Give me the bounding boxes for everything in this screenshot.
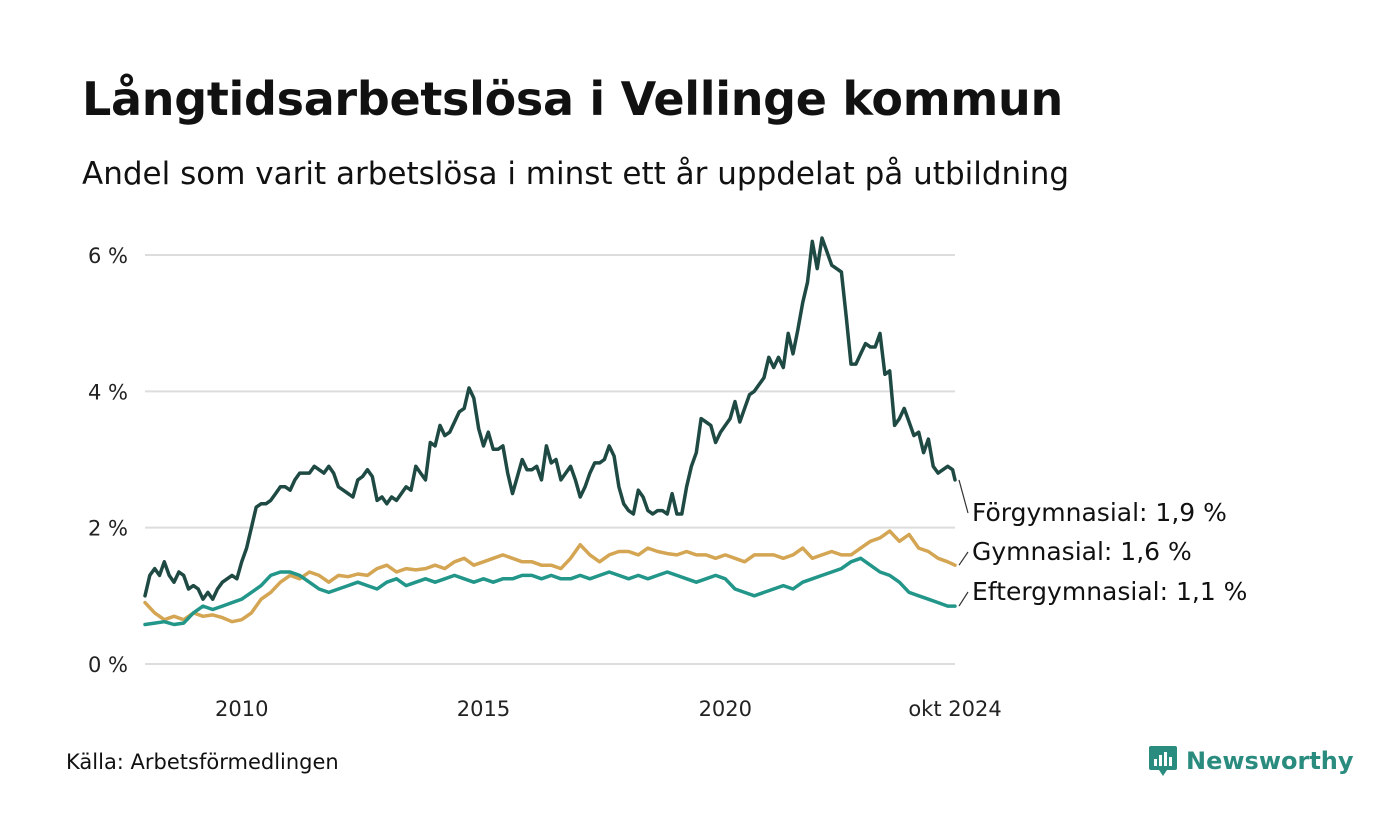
y-tick-label: 0 %	[88, 653, 128, 677]
leader-line	[958, 591, 969, 607]
series-label-förgymnasial: Förgymnasial: 1,9 %	[972, 498, 1227, 527]
x-tick-label: 2020	[699, 697, 752, 721]
bar-chart-pin-icon	[1149, 746, 1177, 776]
chart-subtitle: Andel som varit arbetslösa i minst ett å…	[82, 156, 1070, 192]
series-label-gymnasial: Gymnasial: 1,6 %	[972, 537, 1192, 566]
y-tick-label: 2 %	[88, 517, 128, 541]
x-tick-label: 2015	[457, 697, 510, 721]
leader-line	[958, 479, 969, 514]
series-label-eftergymnasial: Eftergymnasial: 1,1 %	[972, 577, 1247, 606]
y-tick-label: 6 %	[88, 244, 128, 268]
series-line-eftergymnasial	[143, 556, 957, 627]
leader-line	[958, 551, 969, 566]
source-note: Källa: Arbetsförmedlingen	[66, 750, 339, 774]
chart-title: Långtidsarbetslösa i Vellinge kommun	[82, 72, 1063, 126]
brand-logo: Newsworthy	[1148, 744, 1354, 778]
brand-name: Newsworthy	[1186, 747, 1354, 775]
series-line-gymnasial	[143, 529, 957, 624]
series-line-förgymnasial	[143, 236, 957, 601]
x-tick-label: 2010	[215, 697, 268, 721]
y-tick-label: 4 %	[88, 380, 128, 404]
x-tick-label: okt 2024	[908, 697, 1001, 721]
